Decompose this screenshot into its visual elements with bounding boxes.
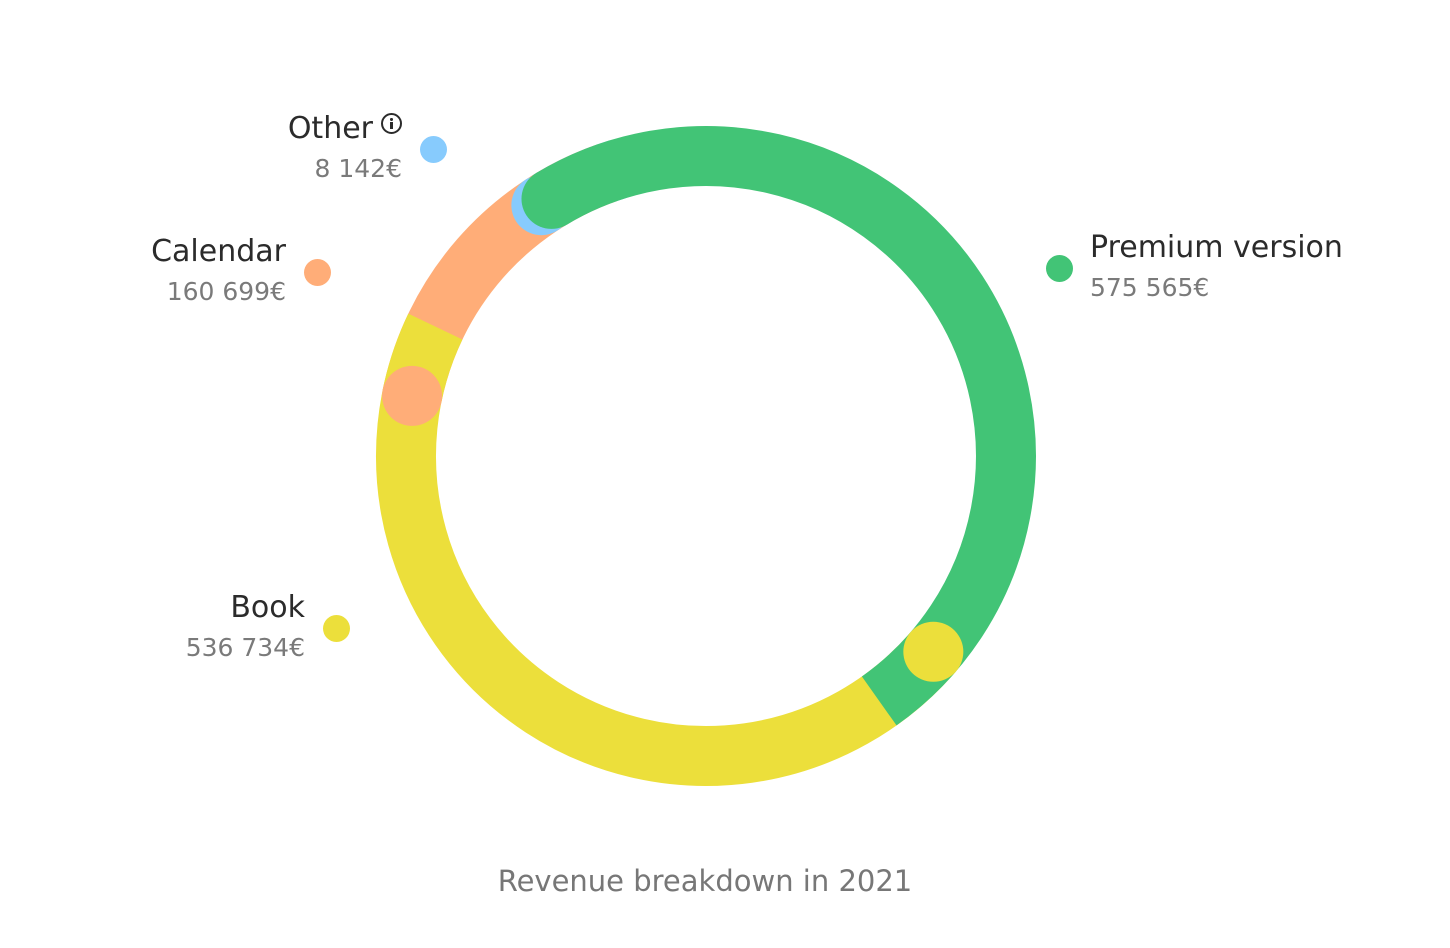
legend-item-calendar: Calendar 160 699€ [151, 234, 286, 306]
legend-value-calendar: 160 699€ [166, 277, 286, 306]
legend-item-premium-version: Premium version 575 565€ [1090, 230, 1343, 302]
legend-label-book: Book [230, 590, 305, 625]
legend-value-book: 536 734€ [185, 633, 305, 662]
donut-cap-book [903, 621, 964, 682]
donut-cap-premium-version [521, 168, 582, 229]
donut-cap-calendar [382, 365, 443, 426]
legend-dot-book [323, 615, 350, 642]
donut-slice-premium-version [536, 126, 1036, 726]
info-icon[interactable] [381, 113, 402, 134]
legend-value-premium-version: 575 565€ [1090, 273, 1210, 302]
legend-item-other: Other 8 142€ [288, 113, 402, 181]
legend-dot-calendar [304, 259, 331, 286]
legend-dot-premium-version [1046, 255, 1073, 282]
legend-label-other: Other [288, 113, 402, 144]
chart-title: Revenue breakdown in 2021 [497, 864, 913, 898]
legend-dot-other [420, 136, 447, 163]
legend-value-other: 8 142€ [314, 154, 402, 183]
legend-label-calendar: Calendar [151, 234, 286, 269]
legend-label-premium-version: Premium version [1090, 230, 1343, 265]
donut-slice-book [376, 313, 957, 787]
legend-item-book: Book 536 734€ [185, 590, 305, 662]
